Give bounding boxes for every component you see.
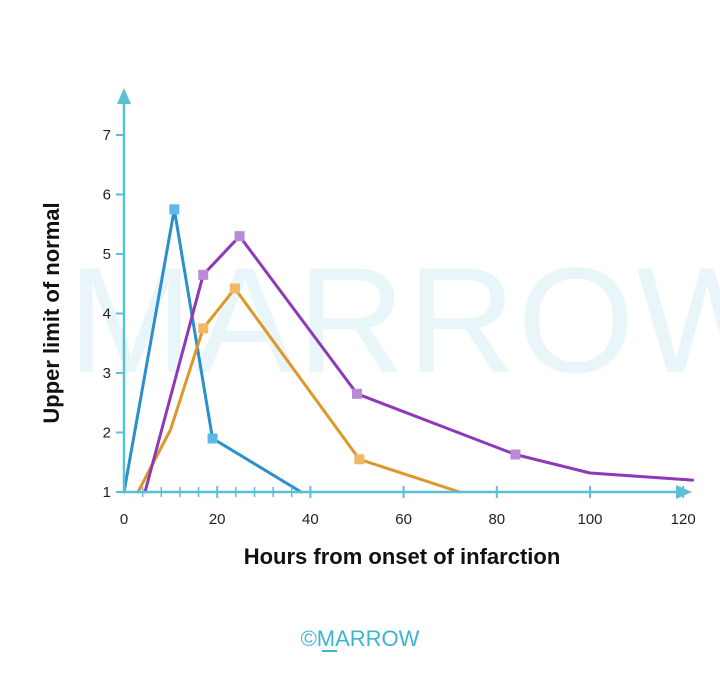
markers-layer xyxy=(169,204,521,465)
y-tick-label: 7 xyxy=(103,127,111,144)
data-point-orange xyxy=(229,283,240,294)
ticks-layer: 1 2 3 4 5 6 7 0 20 40 60 80 100 120 xyxy=(103,127,696,528)
data-point-orange xyxy=(354,454,365,465)
x-tick-label: 100 xyxy=(577,511,602,528)
x-tick-label: 60 xyxy=(395,511,412,528)
y-tick-label: 4 xyxy=(103,306,111,323)
y-tick-label: 5 xyxy=(103,246,111,263)
data-point-purple xyxy=(510,449,521,460)
series-line-orange xyxy=(136,287,461,494)
data-point-purple xyxy=(234,231,245,242)
y-tick-label: 1 xyxy=(103,484,111,501)
x-tick-label: 40 xyxy=(302,511,319,528)
series-line-blue xyxy=(122,207,303,494)
data-point-purple xyxy=(198,269,209,280)
data-point-purple xyxy=(352,388,362,399)
y-tick-label: 3 xyxy=(103,365,111,382)
x-axis-title: Hours from onset of infarction xyxy=(244,544,561,569)
data-point-blue xyxy=(207,433,218,444)
x-tick-label: 120 xyxy=(671,511,696,528)
brand-watermark: ©MARROW xyxy=(301,626,420,651)
y-tick-label: 2 xyxy=(103,425,111,442)
data-point-orange xyxy=(198,323,209,334)
x-tick-label: 0 xyxy=(120,511,128,528)
data-point-blue xyxy=(169,204,180,215)
y-axis-title: Upper limit of normal xyxy=(39,202,64,423)
y-axis-arrow xyxy=(117,88,131,104)
y-tick-label: 6 xyxy=(103,187,111,204)
x-tick-label: 20 xyxy=(209,511,226,528)
x-tick-label: 80 xyxy=(488,511,505,528)
